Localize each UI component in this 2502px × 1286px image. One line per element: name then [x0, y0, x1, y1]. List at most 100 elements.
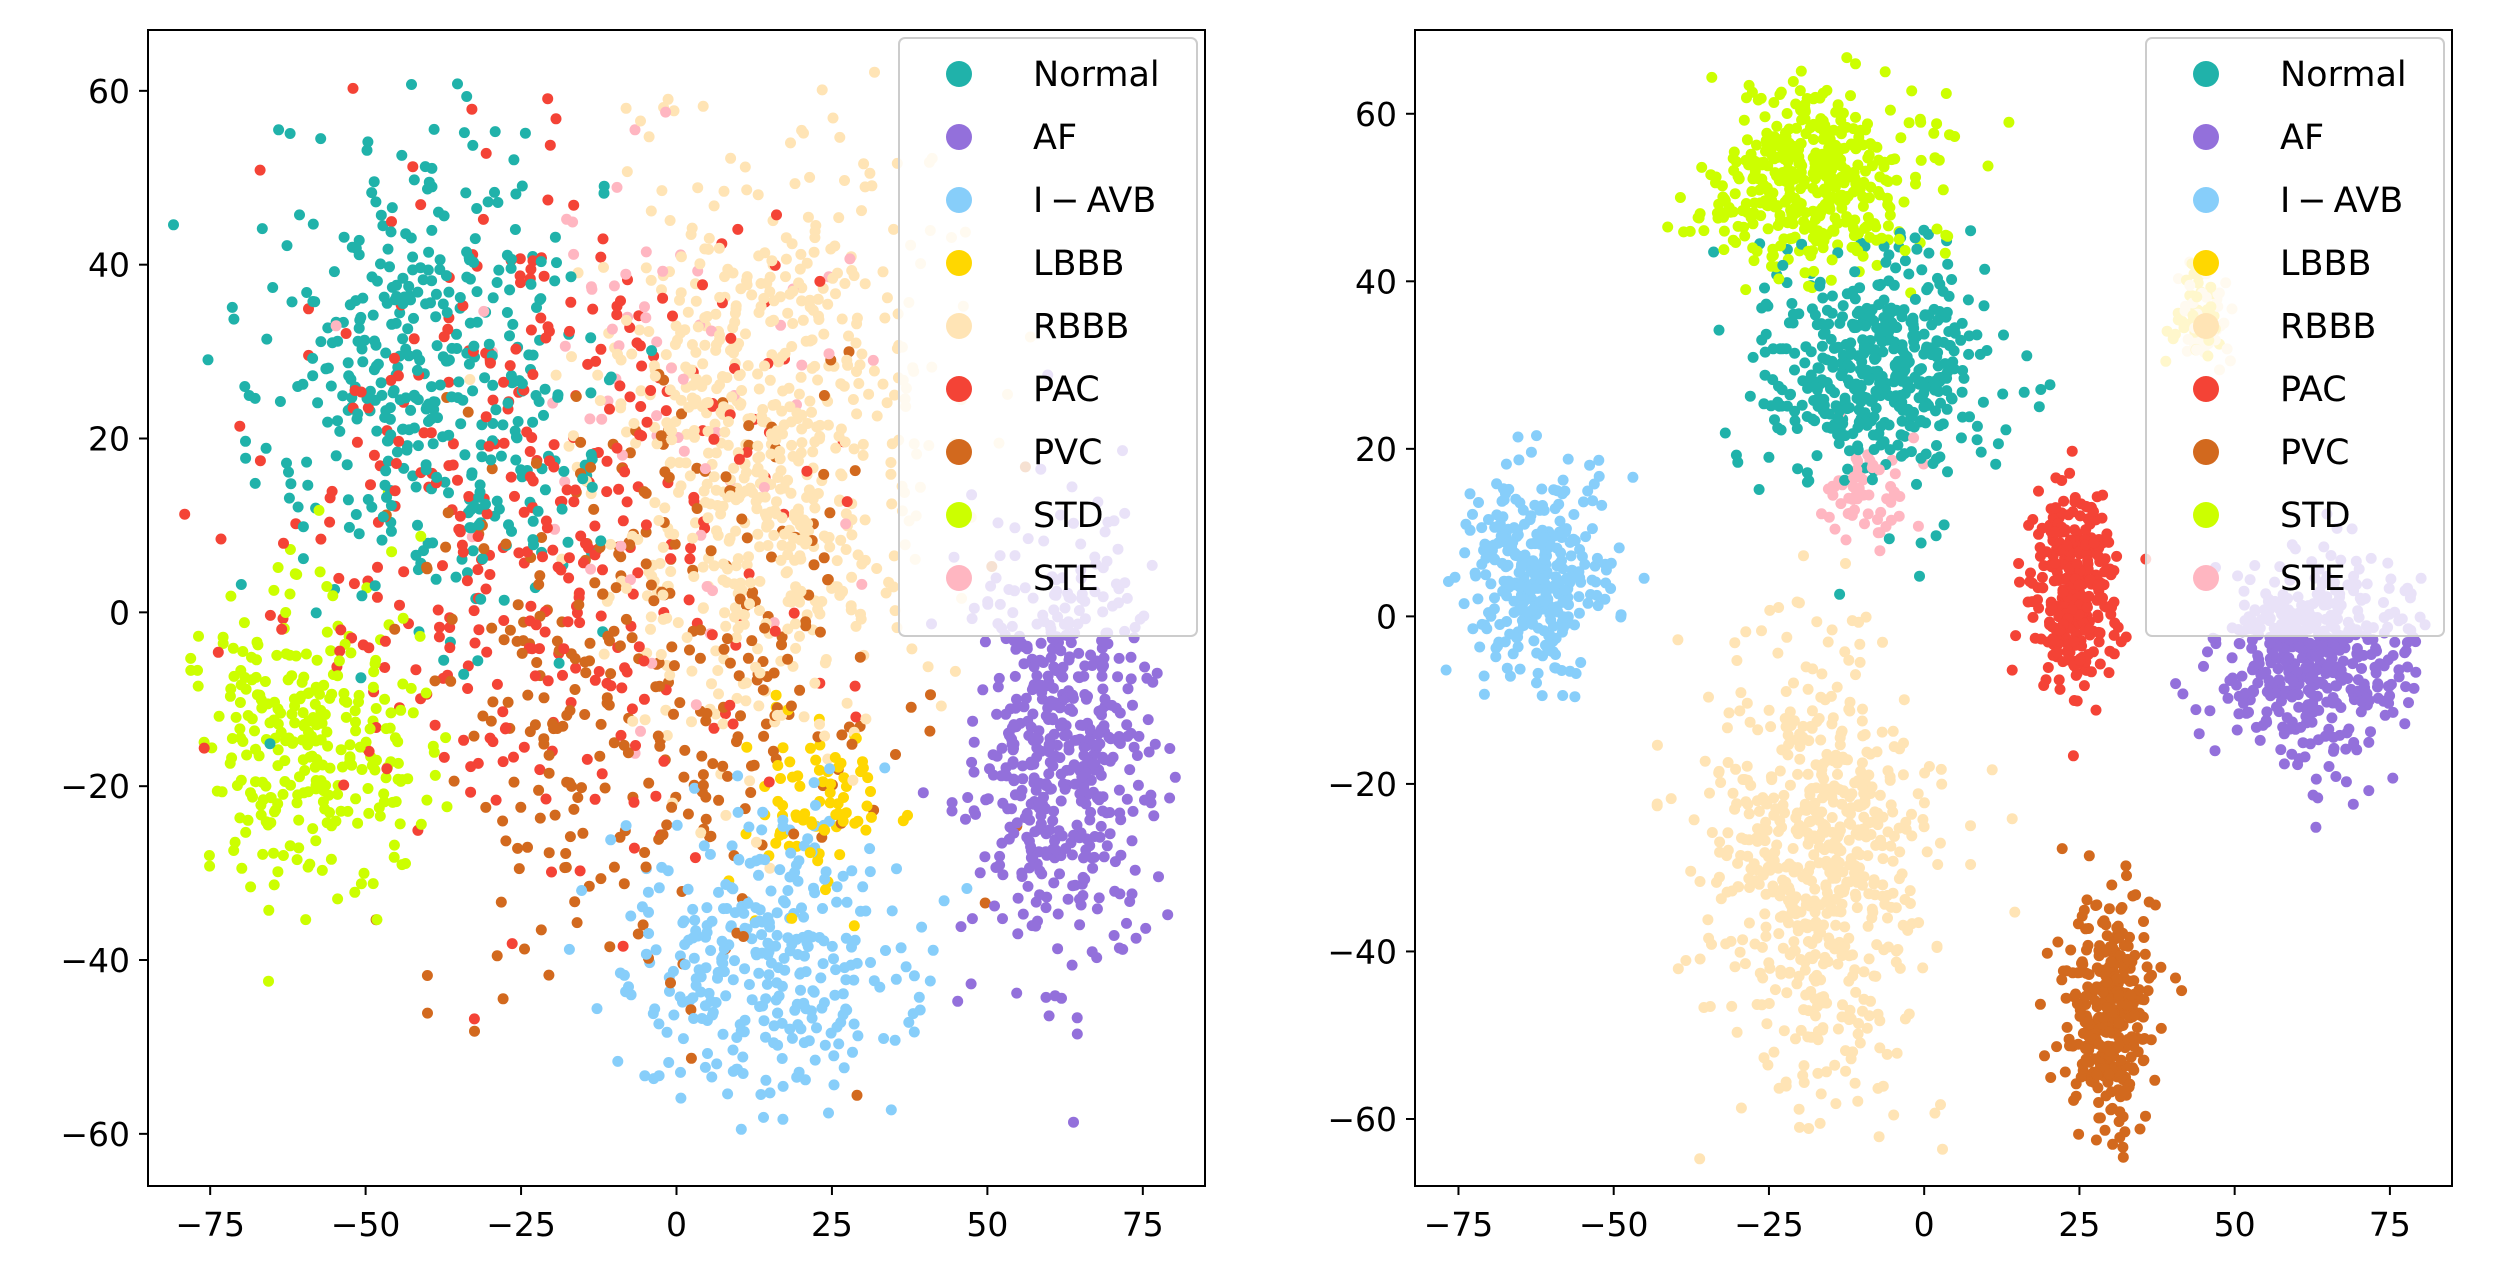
scatter-point: [1811, 616, 1823, 628]
scatter-point: [678, 771, 690, 783]
scatter-point: [1074, 832, 1085, 844]
scatter-point: [968, 766, 980, 778]
legend-marker: [946, 124, 972, 150]
scatter-point: [334, 645, 346, 657]
scatter-point: [388, 851, 400, 863]
scatter-point: [735, 710, 746, 722]
scatter-point: [268, 584, 280, 596]
scatter-point: [1684, 225, 1696, 237]
scatter-point: [1917, 962, 1929, 974]
scatter-point: [825, 243, 837, 255]
scatter-point: [1791, 978, 1803, 990]
scatter-point: [697, 358, 709, 370]
scatter-point: [713, 688, 724, 700]
scatter-point: [215, 533, 227, 545]
scatter-point: [716, 935, 728, 947]
scatter-point: [1085, 806, 1097, 818]
scatter-point: [666, 801, 678, 813]
scatter-point: [686, 392, 698, 404]
scatter-point: [816, 84, 828, 96]
scatter-point: [428, 123, 440, 135]
scatter-point: [618, 878, 630, 890]
scatter-point: [864, 843, 876, 855]
scatter-point: [330, 450, 342, 462]
scatter-point: [2052, 936, 2064, 948]
scatter-point: [682, 306, 694, 318]
scatter-point: [497, 815, 509, 827]
scatter-point: [498, 376, 510, 388]
scatter-point: [812, 293, 824, 305]
scatter-point: [635, 115, 646, 127]
scatter-point: [412, 286, 424, 298]
scatter-point: [640, 312, 652, 324]
scatter-point: [519, 943, 530, 955]
scatter-point: [757, 806, 769, 818]
scatter-point: [1781, 987, 1793, 999]
scatter-point: [955, 921, 967, 933]
scatter-point: [720, 620, 732, 632]
scatter-point: [856, 205, 867, 217]
scatter-point: [474, 479, 486, 491]
scatter-point: [407, 707, 419, 719]
scatter-point: [746, 588, 758, 600]
scatter-point: [315, 775, 327, 787]
scatter-point: [906, 643, 918, 655]
scatter-point: [375, 209, 387, 221]
scatter-point: [754, 541, 766, 553]
scatter-point: [867, 354, 879, 366]
scatter-point: [228, 845, 240, 856]
scatter-point: [495, 896, 507, 908]
scatter-point: [684, 995, 696, 1007]
scatter-point: [1035, 810, 1047, 822]
scatter-point: [769, 625, 781, 637]
scatter-point: [353, 322, 365, 334]
scatter-point: [1815, 1088, 1827, 1100]
scatter-point: [681, 632, 693, 643]
scatter-point: [1464, 488, 1476, 500]
scatter-point: [483, 338, 495, 350]
scatter-point: [769, 505, 781, 517]
scatter-point: [569, 896, 581, 908]
scatter-point: [451, 328, 462, 340]
scatter-point: [739, 1014, 751, 1026]
scatter-point: [1570, 668, 1582, 679]
scatter-point: [522, 841, 533, 853]
scatter-point: [1866, 781, 1878, 793]
scatter-point: [722, 1088, 734, 1100]
scatter-point: [463, 491, 475, 502]
scatter-point: [851, 318, 863, 330]
scatter-point: [877, 378, 889, 390]
scatter-point: [657, 589, 669, 601]
scatter-point: [420, 459, 432, 471]
scatter-point: [1064, 651, 1075, 663]
scatter-point: [279, 776, 291, 787]
scatter-point: [2149, 1074, 2161, 1086]
scatter-point: [300, 648, 312, 660]
scatter-point: [814, 626, 826, 638]
scatter-point: [1685, 865, 1697, 877]
scatter-point: [762, 540, 774, 551]
scatter-point: [307, 370, 319, 382]
scatter-point: [487, 696, 499, 708]
scatter-point: [675, 1066, 686, 1078]
scatter-point: [508, 154, 520, 166]
scatter-point: [539, 383, 551, 395]
scatter-point: [643, 906, 654, 918]
scatter-point: [461, 271, 473, 283]
scatter-point: [737, 931, 749, 942]
scatter-point: [828, 1079, 840, 1091]
scatter-point: [1097, 683, 1109, 695]
scatter-point: [284, 840, 296, 852]
scatter-point: [2330, 771, 2342, 782]
scatter-point: [542, 93, 554, 105]
scatter-point: [485, 715, 497, 727]
scatter-point: [354, 314, 366, 326]
scatter-point: [408, 174, 420, 186]
scatter-point: [1086, 660, 1098, 671]
scatter-point: [643, 928, 655, 939]
scatter-point: [666, 425, 678, 437]
scatter-point: [300, 914, 312, 926]
scatter-point: [659, 502, 671, 514]
scatter-point: [685, 1004, 697, 1016]
scatter-point: [2097, 592, 2108, 604]
